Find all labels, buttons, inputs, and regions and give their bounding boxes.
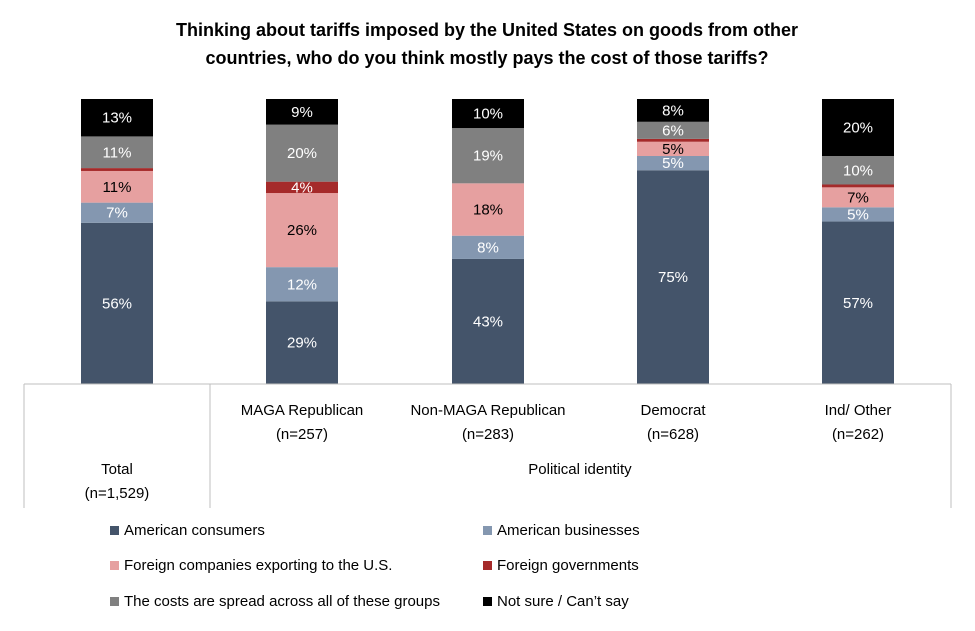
data-label-maga-republican-american-businesses: 12% (287, 276, 317, 293)
legend-swatch-foreign-governments (483, 561, 492, 570)
data-label-ind-other-american-consumers: 57% (843, 295, 873, 312)
legend-label-foreign-governments: Foreign governments (497, 557, 639, 574)
data-label-ind-other-american-businesses: 5% (847, 206, 869, 223)
data-label-maga-republican-foreign-companies-exporting-to-the-u-s: 26% (287, 222, 317, 239)
data-label-total-american-businesses: 7% (106, 205, 128, 222)
data-label-total-the-costs-are-spread-across-all-of-these-groups: 11% (103, 144, 132, 161)
data-label-ind-other-not-sure-can-t-say: 20% (843, 120, 873, 137)
category-label-non-maga-republican: Non-MAGA Republican (410, 402, 565, 419)
bar-non-maga-republican-american-consumers (452, 258, 524, 384)
category-n-maga-republican: (n=257) (276, 426, 328, 443)
bar-democrat-foreign-governments (637, 138, 709, 142)
legend: American consumers American businesses For… (110, 522, 640, 610)
data-label-non-maga-republican-not-sure-can-t-say: 10% (473, 106, 503, 123)
data-label-democrat-the-costs-are-spread-across-all-of-these-groups: 6% (662, 122, 684, 139)
data-label-maga-republican-the-costs-are-spread-across-all-of-these-groups: 20% (287, 145, 317, 162)
category-axis: Total (n=1,529) MAGA Republican (n=257) Non-… (23, 383, 952, 508)
bar-total-not-sure-can-t-say (81, 99, 153, 137)
legend-swatch-the-costs-are-spread-across-all-of-these-groups (110, 597, 119, 606)
legend-swatch-american-consumers (110, 526, 119, 535)
data-label-ind-other-the-costs-are-spread-across-all-of-these-groups: 10% (843, 162, 873, 179)
bar-ind-other-american-consumers (822, 221, 894, 384)
legend-label-american-businesses: American businesses (497, 522, 640, 539)
data-label-non-maga-republican-the-costs-are-spread-across-all-of-these-groups: 19% (473, 148, 503, 165)
bar-total-american-businesses (81, 202, 153, 223)
bar-maga-republican-american-businesses (266, 267, 338, 302)
bar-ind-other-the-costs-are-spread-across-all-of-these-groups (822, 156, 894, 185)
bar-non-maga-republican-not-sure-can-t-say (452, 99, 524, 129)
group-label-political-identity: Political identity (528, 461, 632, 478)
bar-total-american-consumers (81, 222, 153, 384)
bar-maga-republican-the-costs-are-spread-across-all-of-these-groups (266, 124, 338, 182)
category-n-ind-other: (n=262) (832, 426, 884, 443)
data-label-non-maga-republican-american-businesses: 8% (477, 239, 499, 256)
bar-democrat-not-sure-can-t-say (637, 99, 709, 122)
data-label-non-maga-republican-american-consumers: 43% (473, 313, 503, 330)
bar-ind-other-not-sure-can-t-say (822, 99, 894, 156)
category-label-democrat: Democrat (640, 402, 706, 419)
category-n-democrat: (n=628) (647, 426, 699, 443)
data-label-maga-republican-american-consumers: 29% (287, 335, 317, 352)
bars-group: 56% 7% 11% 11% 13% 29% 12% 26% 4% 20% 9% 43% 8% 18% 19… (81, 99, 894, 384)
category-label-maga-republican: MAGA Republican (241, 402, 364, 419)
legend-label-foreign-companies-exporting-to-the-u-s: Foreign companies exporting to the U.S. (124, 557, 392, 574)
bar-maga-republican-foreign-governments (266, 181, 338, 194)
data-label-democrat-foreign-companies-exporting-to-the-u-s: 5% (662, 141, 684, 158)
bar-non-maga-republican-foreign-companies-exporting-to-the-u-s (452, 183, 524, 236)
bar-maga-republican-not-sure-can-t-say (266, 99, 338, 125)
data-label-total-not-sure-can-t-say: 13% (102, 110, 132, 127)
bar-ind-other-foreign-companies-exporting-to-the-u-s (822, 187, 894, 208)
data-label-total-foreign-companies-exporting-to-the-u-s: 11% (103, 179, 132, 196)
bar-maga-republican-american-consumers (266, 301, 338, 384)
bar-non-maga-republican-american-businesses (452, 235, 524, 259)
category-label-ind-other: Ind/ Other (825, 402, 892, 419)
legend-label-the-costs-are-spread-across-all-of-these-groups: The costs are spread across all of these… (124, 593, 440, 610)
data-label-democrat-american-businesses: 5% (662, 155, 684, 172)
data-label-democrat-not-sure-can-t-say: 8% (662, 102, 684, 119)
bar-non-maga-republican-the-costs-are-spread-across-all-of-these-groups (452, 128, 524, 184)
data-label-non-maga-republican-foreign-companies-exporting-to-the-u-s: 18% (473, 202, 503, 219)
bar-democrat-the-costs-are-spread-across-all-of-these-groups (637, 121, 709, 139)
data-label-maga-republican-foreign-governments: 4% (291, 179, 313, 196)
bar-ind-other-foreign-governments (822, 184, 894, 188)
bar-total-foreign-companies-exporting-to-the-u-s (81, 170, 153, 203)
category-label-total: Total (101, 461, 133, 478)
legend-swatch-not-sure-can-t-say (483, 597, 492, 606)
chart-title-line-1: Thinking about tariffs imposed by the Un… (176, 20, 798, 40)
legend-swatch-foreign-companies-exporting-to-the-u-s (110, 561, 119, 570)
data-label-total-american-consumers: 56% (102, 295, 132, 312)
bar-democrat-american-businesses (637, 156, 709, 171)
category-n-non-maga-republican: (n=283) (462, 426, 514, 443)
bar-maga-republican-foreign-companies-exporting-to-the-u-s (266, 193, 338, 268)
legend-label-not-sure-can-t-say: Not sure / Can’t say (497, 593, 629, 610)
bar-ind-other-american-businesses (822, 207, 894, 222)
data-label-democrat-american-consumers: 75% (658, 269, 688, 286)
bar-total-the-costs-are-spread-across-all-of-these-groups (81, 136, 153, 169)
category-n-total: (n=1,529) (85, 485, 150, 502)
bar-democrat-foreign-companies-exporting-to-the-u-s (637, 141, 709, 156)
chart-title-line-2: countries, who do you think mostly pays … (205, 48, 768, 68)
legend-label-american-consumers: American consumers (124, 522, 265, 539)
data-label-maga-republican-not-sure-can-t-say: 9% (291, 104, 313, 121)
bar-total-foreign-governments (81, 168, 153, 171)
data-label-ind-other-foreign-companies-exporting-to-the-u-s: 7% (847, 189, 869, 206)
bar-democrat-american-consumers (637, 170, 709, 384)
legend-swatch-american-businesses (483, 526, 492, 535)
